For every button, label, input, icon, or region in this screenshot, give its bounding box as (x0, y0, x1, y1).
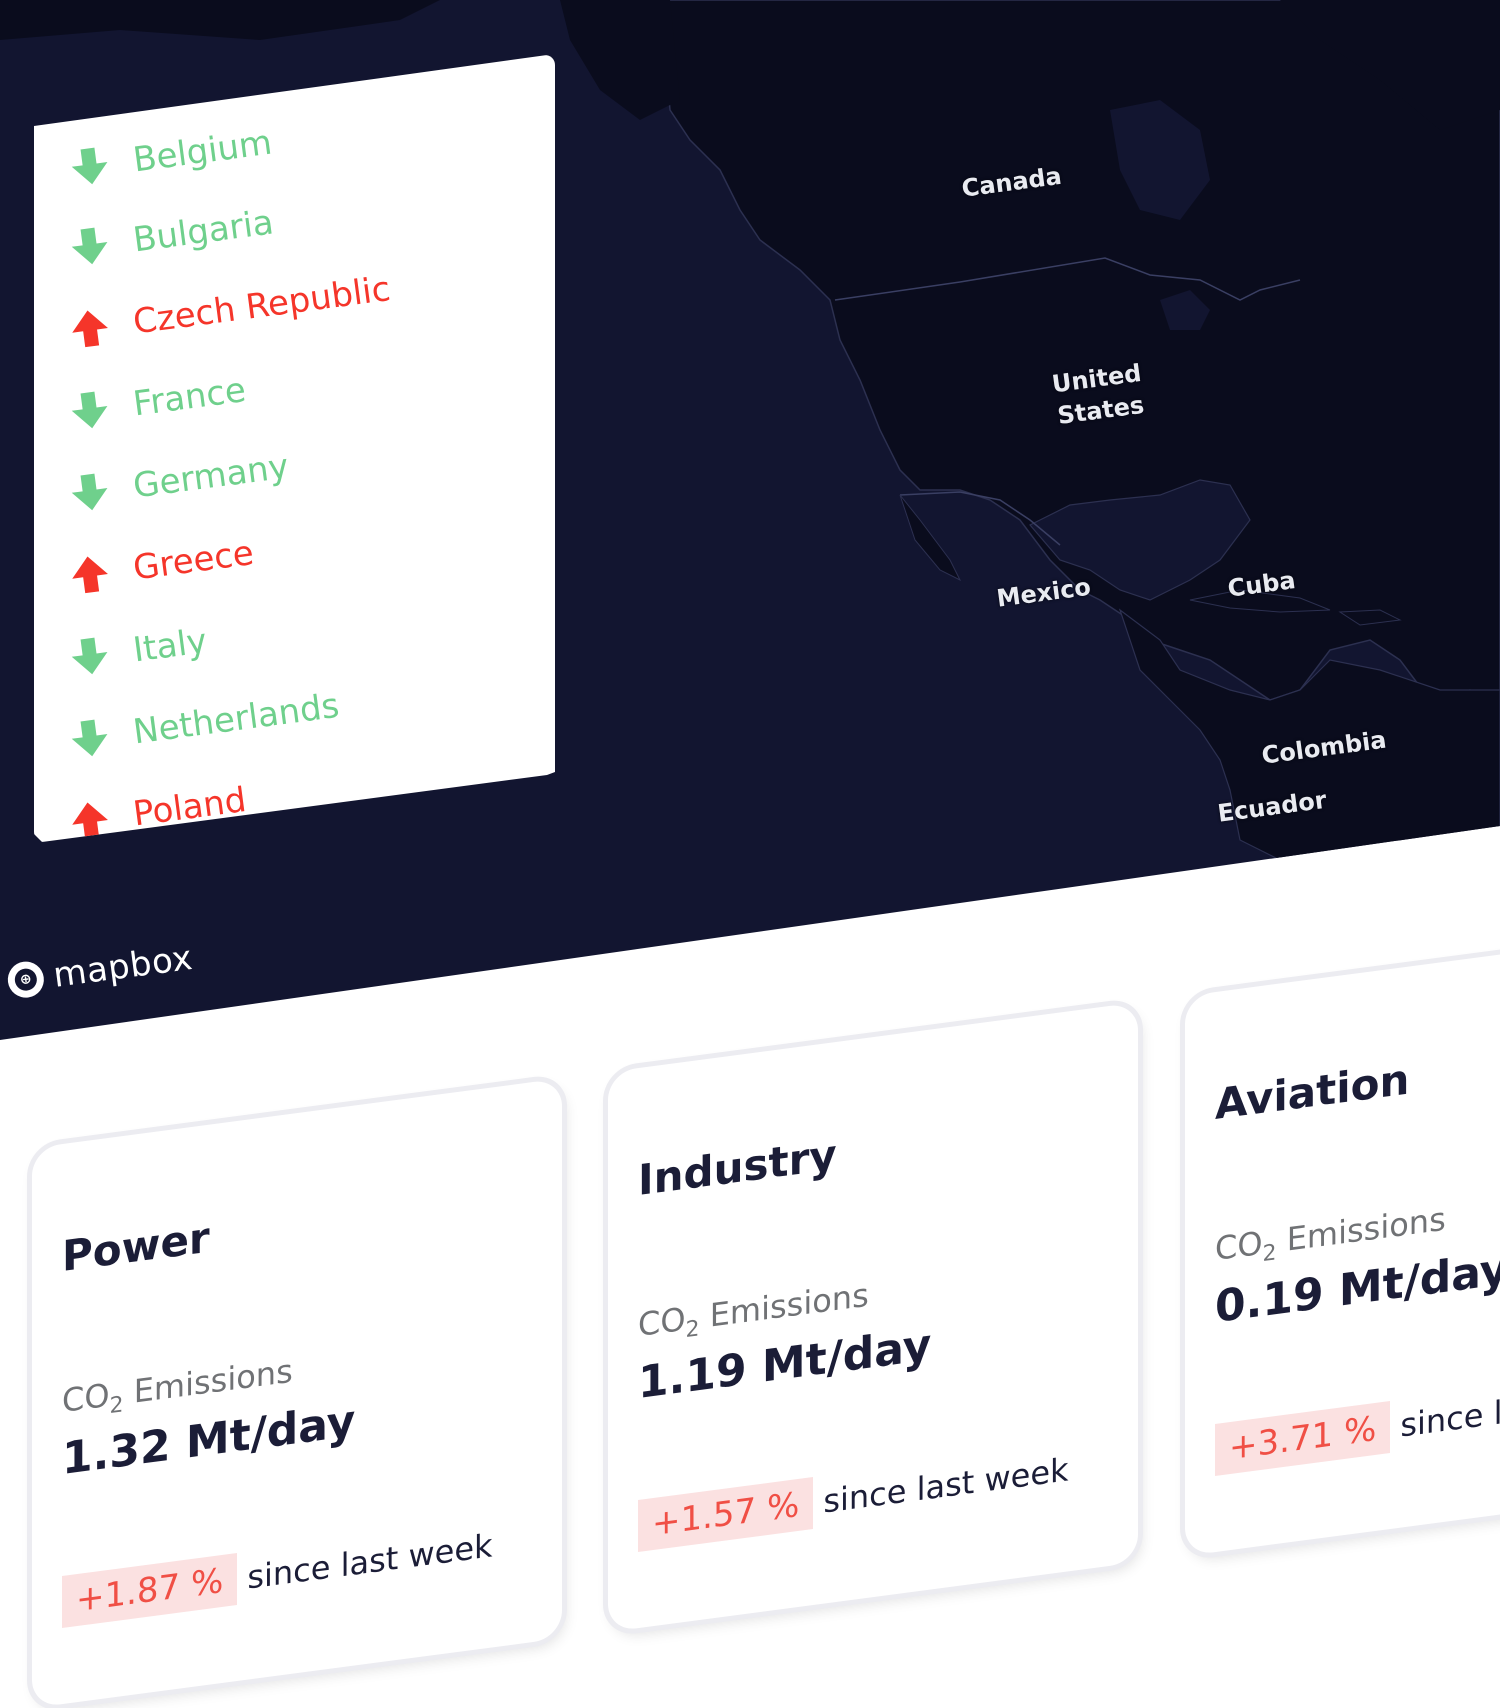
country-row[interactable]: Italy (67, 621, 209, 679)
arrow-up-icon (72, 556, 108, 594)
country-row[interactable]: Czech Republic (67, 269, 393, 351)
country-name: Italy (130, 621, 210, 671)
metric-prefix: CO (62, 1375, 110, 1421)
country-row[interactable]: France (67, 370, 248, 433)
change-row: +1.57 % since last week (638, 1443, 1069, 1553)
arrow-down-icon (71, 473, 108, 511)
change-badge: +3.71 % (1215, 1400, 1391, 1477)
country-name: Belgium (130, 122, 275, 181)
metric-prefix: CO (638, 1299, 686, 1345)
sector-title: Power (62, 1212, 210, 1282)
country-name: Czech Republic (130, 269, 393, 343)
arrow-down-icon (71, 637, 108, 675)
arrow-up-icon (72, 310, 108, 348)
change-caption: since la (1400, 1390, 1500, 1445)
change-row: +1.87 % since last week (62, 1519, 493, 1629)
change-row: +3.71 % since la (1215, 1384, 1500, 1477)
metric-suffix: Emissions (1276, 1199, 1446, 1260)
country-name: Greece (130, 533, 257, 589)
arrow-down-icon (71, 391, 108, 429)
country-row[interactable]: Netherlands (67, 685, 342, 761)
metric-suffix: Emissions (123, 1351, 293, 1412)
sector-card-industry[interactable]: Industry CO2 Emissions 1.19 Mt/day +1.57 % s… (608, 1002, 1138, 1632)
sector-title: Industry (638, 1129, 837, 1206)
country-trend-list[interactable]: Belgium Bulgaria Czech Republic France Germa… (34, 55, 555, 842)
country-name: Netherlands (130, 685, 342, 753)
map-view[interactable]: Canada United States Mexico Cuba Colombi… (0, 0, 1500, 1040)
country-row[interactable]: Greece (67, 533, 256, 597)
mapbox-icon: ⊕ (5, 959, 47, 1000)
change-badge: +1.57 % (638, 1476, 814, 1553)
sector-card-aviation[interactable]: Aviation CO2 Emissions 0.19 Mt/day +3.71 % s… (1185, 926, 1500, 1556)
arrow-down-icon (71, 147, 108, 185)
change-badge: +1.87 % (62, 1552, 238, 1629)
metric-suffix: Emissions (699, 1275, 869, 1336)
country-name: Germany (130, 446, 292, 507)
country-name: Bulgaria (130, 202, 276, 261)
metric-subscript: 2 (109, 1392, 124, 1420)
country-row[interactable]: Germany (67, 446, 291, 514)
arrow-up-icon (72, 802, 108, 840)
map-landmass (0, 0, 1500, 871)
sector-card-power[interactable]: Power CO2 Emissions 1.32 Mt/day +1.87 % sinc… (32, 1078, 562, 1708)
arrow-down-icon (71, 227, 108, 265)
change-caption: since last week (823, 1450, 1069, 1521)
country-row[interactable]: Poland (67, 780, 249, 842)
metric-prefix: CO (1215, 1223, 1263, 1269)
arrow-down-icon (71, 719, 108, 757)
metric-subscript: 2 (685, 1316, 700, 1344)
change-caption: since last week (247, 1526, 493, 1597)
country-name: France (130, 370, 249, 425)
metric-subscript: 2 (1262, 1240, 1277, 1268)
sector-title: Aviation (1215, 1054, 1410, 1130)
country-row[interactable]: Belgium (67, 123, 274, 189)
country-row[interactable]: Bulgaria (67, 202, 276, 268)
